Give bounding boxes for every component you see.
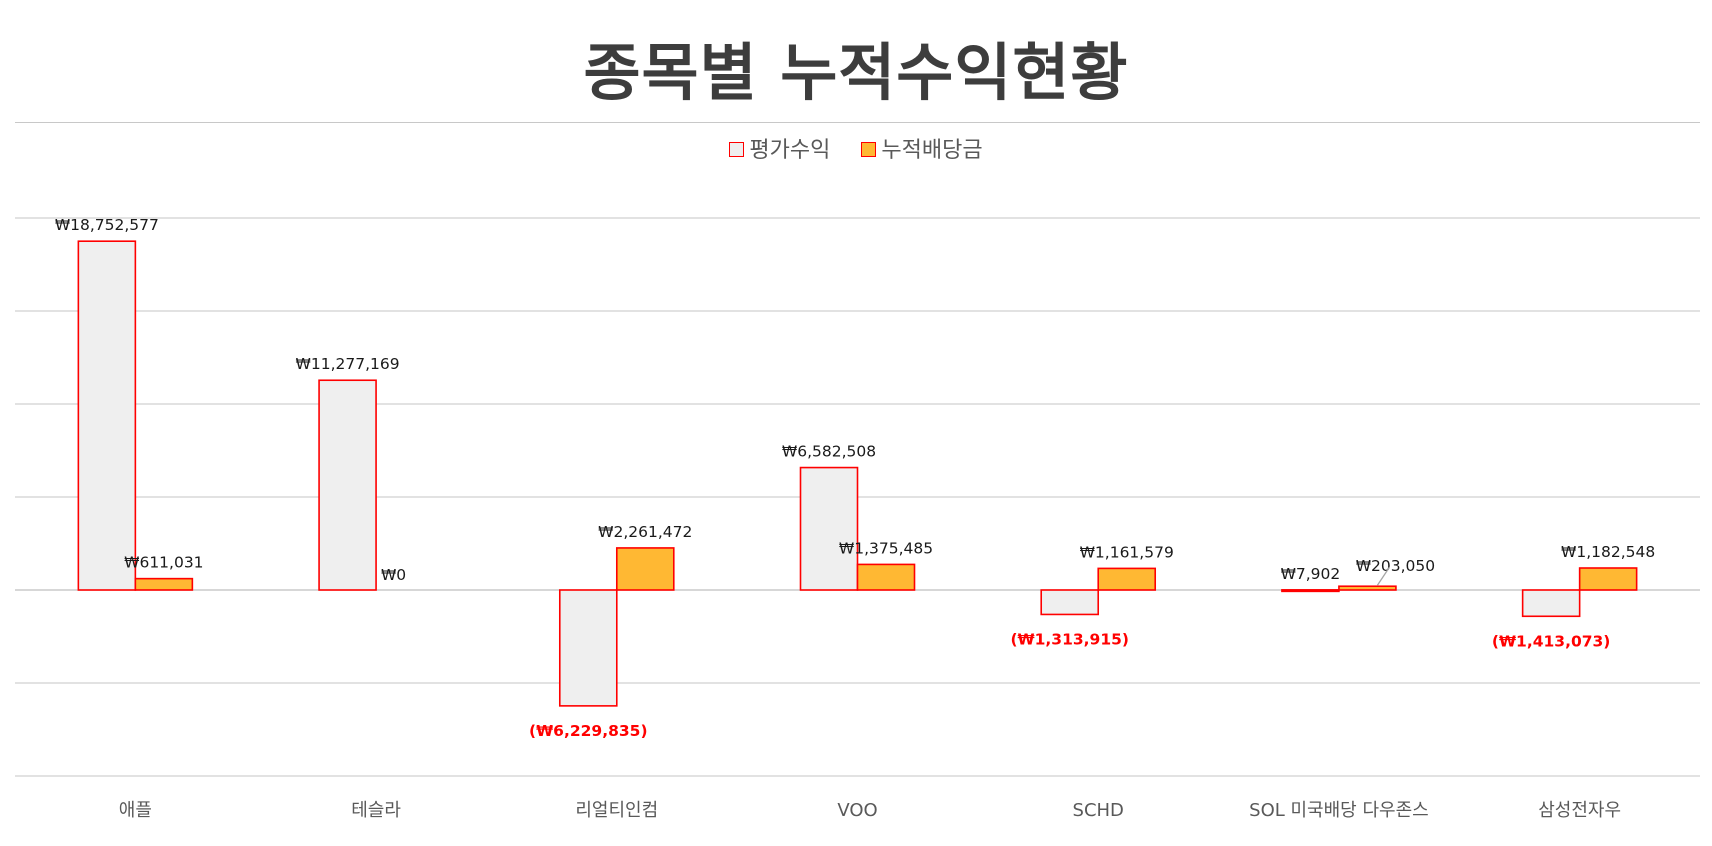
bar-eval-1 [77,240,137,591]
bar-dividend-4 [856,563,916,591]
legend-swatch-series-2 [861,141,877,157]
category-label-3: 리얼티인컴 [575,800,658,821]
data-label-dividend-2: ₩0 [381,566,406,584]
legend-item-series-1[interactable]: 평가수익 [729,132,830,164]
bar-dividend-3 [615,547,675,591]
data-label-eval-2: ₩11,277,169 [296,355,400,373]
legend-label-series-2: 누적배당금 [881,138,983,163]
legend: 평가수익 누적배당금 [0,132,1712,164]
data-label-eval-4: ₩6,582,508 [782,443,876,461]
data-label-eval-6: ₩7,902 [1281,565,1341,583]
bar-eval-6 [1281,589,1340,593]
bar-eval-5 [1040,589,1100,616]
leader-line [1376,566,1390,586]
category-label-6: SOL 미국배당 다우존스 [1249,800,1429,821]
category-label-2: 테슬라 [351,800,401,821]
data-label-dividend-1: ₩611,031 [124,554,203,572]
chart-title: 종목별 누적수익현황 [583,36,1129,109]
category-label-1: 애플 [119,800,152,821]
data-label-dividend-7: ₩1,182,548 [1561,543,1655,561]
data-label-dividend-5: ₩1,161,579 [1080,543,1174,561]
data-label-eval-1: ₩18,752,577 [55,216,159,234]
data-label-dividend-3: ₩2,261,472 [598,523,692,541]
category-label-7: 삼성전자우 [1538,800,1621,821]
bar-dividend-7 [1578,567,1638,591]
data-label-eval-5: (₩1,313,915) [1010,630,1129,648]
data-label-dividend-4: ₩1,375,485 [839,539,933,557]
bar-dividend-1 [134,577,194,591]
data-label-eval-7: (₩1,413,073) [1492,632,1611,650]
title-divider [15,122,1700,123]
legend-item-series-2[interactable]: 누적배당금 [861,132,983,164]
legend-label-series-1: 평가수익 [749,138,831,163]
bar-eval-3 [558,589,618,707]
legend-swatch-series-1 [729,141,745,157]
category-label-5: SCHD [1073,800,1124,821]
bar-dividend-6 [1338,585,1397,591]
bar-eval-4 [799,466,859,591]
category-label-4: VOO [837,800,877,821]
data-label-eval-3: (₩6,229,835) [529,722,648,740]
bar-dividend-5 [1097,567,1157,591]
bar-eval-2 [318,379,377,591]
bar-eval-7 [1521,589,1581,618]
data-label-dividend-6: ₩203,050 [1356,557,1435,575]
